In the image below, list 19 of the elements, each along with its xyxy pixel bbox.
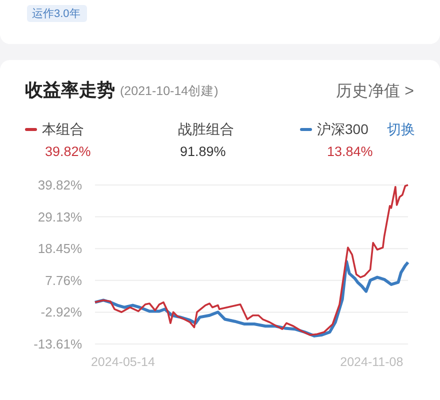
ytick: 39.82% bbox=[38, 178, 82, 192]
annotation: 运作3.0年 bbox=[32, 8, 80, 20]
annotation: 切换 bbox=[387, 121, 415, 137]
xtick: 2024-11-08 bbox=[340, 355, 404, 369]
legend: 沪深300 bbox=[317, 121, 368, 137]
xtick: 2024-05-14 bbox=[90, 355, 155, 369]
subtitle: (2021-10-14创建) bbox=[120, 84, 218, 98]
ytick: 18.45% bbox=[38, 241, 82, 256]
annotation: 13.84% bbox=[327, 144, 373, 159]
annotation: 历史净值 > bbox=[336, 83, 414, 100]
annotation: 39.82% bbox=[45, 144, 91, 159]
ytick: 29.13% bbox=[38, 209, 82, 224]
annotation: 战胜组合 bbox=[178, 121, 234, 137]
title: 收益率走势 bbox=[25, 80, 115, 100]
ytick: -2.92% bbox=[40, 304, 82, 320]
ytick: -13.61% bbox=[34, 336, 82, 352]
legend: 本组合 bbox=[42, 121, 84, 137]
ytick: 7.76% bbox=[45, 272, 82, 288]
annotation: 91.89% bbox=[180, 144, 226, 159]
